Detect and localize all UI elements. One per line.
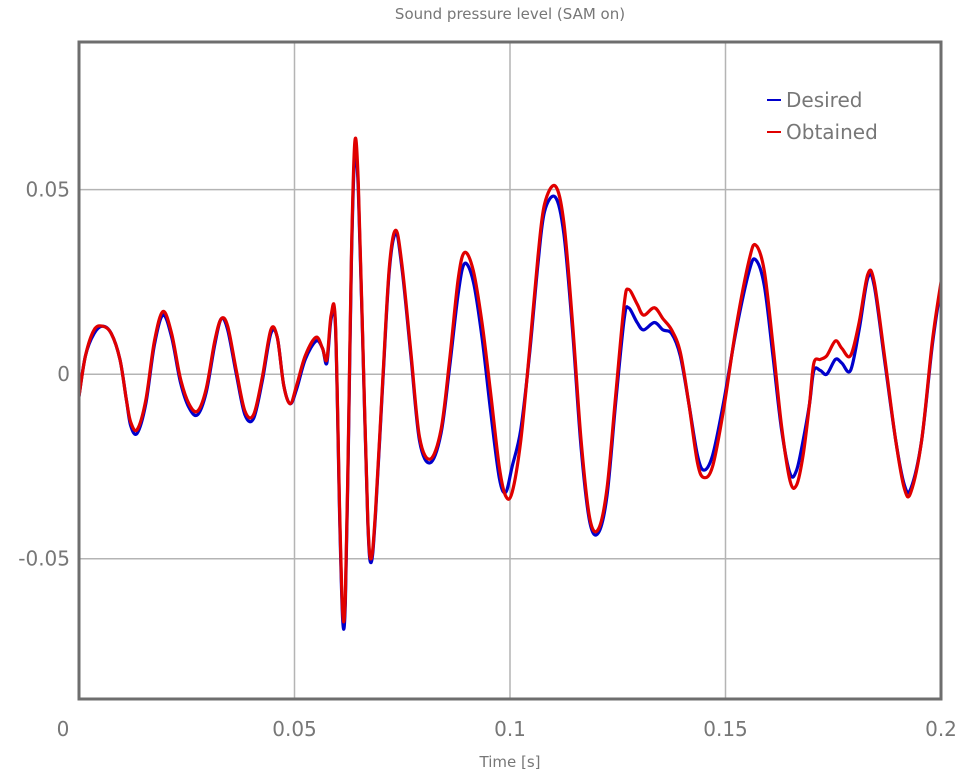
- x-tick-label: 0.2: [925, 717, 957, 741]
- y-tick-label: 0: [57, 362, 70, 386]
- x-axis-label: Time [s]: [479, 753, 541, 771]
- legend: Desired Obtained: [767, 88, 878, 144]
- legend-label-obtained: Obtained: [786, 120, 878, 144]
- x-tick-label: 0.1: [494, 717, 526, 741]
- y-tick-label: 0.05: [25, 178, 70, 202]
- chart-title: Sound pressure level (SAM on): [395, 5, 625, 23]
- x-tick-label: 0.05: [272, 717, 317, 741]
- legend-label-desired: Desired: [786, 88, 862, 112]
- y-tick-label: -0.05: [18, 547, 70, 571]
- series-lines: [79, 136, 941, 631]
- plot-frame: [77, 40, 943, 701]
- series-line-obtained: [79, 136, 941, 624]
- x-tick-label: 0.15: [703, 717, 748, 741]
- x-tick-labels: 0 0.05 0.1 0.15 0.2: [57, 717, 957, 741]
- grid: [79, 42, 941, 699]
- y-tick-labels: 0.05 0 -0.05: [18, 178, 70, 571]
- x-tick-label: 0: [57, 717, 70, 741]
